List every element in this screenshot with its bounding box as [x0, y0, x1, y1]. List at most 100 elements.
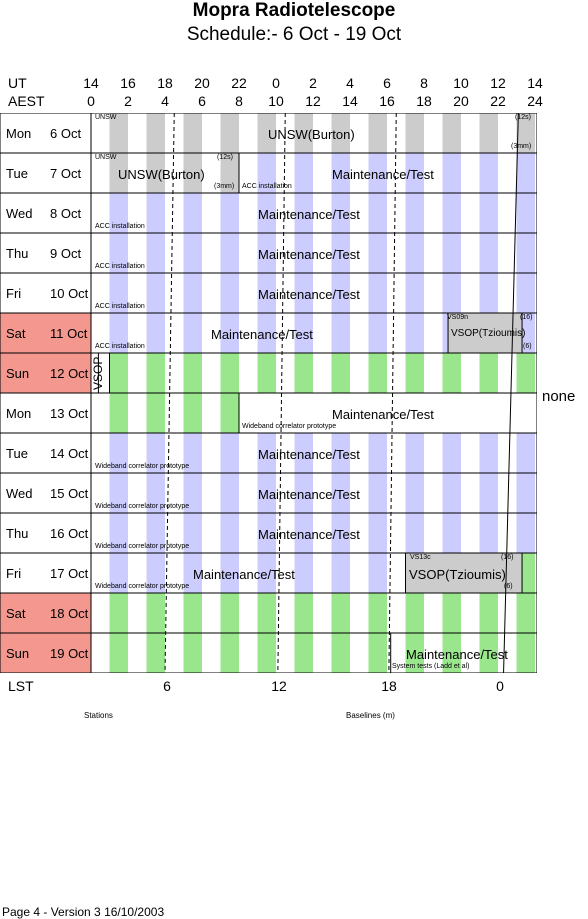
day-label: Wed 8 Oct — [0, 193, 91, 233]
block-note: Wideband correlator prototype — [95, 503, 190, 510]
time-stripe — [294, 553, 313, 593]
time-stripe — [479, 433, 498, 473]
time-stripe — [220, 193, 239, 233]
day-label: Tue 7 Oct — [0, 153, 91, 193]
day-label: Tue 14 Oct — [0, 433, 91, 473]
time-stripe — [220, 273, 239, 313]
ut-tick: 2 — [309, 75, 317, 91]
time-stripe — [442, 513, 461, 553]
block-note: ACC installation — [95, 263, 145, 270]
weekend-cell — [0, 593, 91, 633]
time-stripe — [331, 193, 350, 233]
ut-tick: 20 — [194, 75, 210, 91]
time-stripe — [109, 433, 128, 473]
day-name: Sat — [6, 325, 26, 341]
time-stripe — [220, 233, 239, 273]
time-stripe — [183, 633, 202, 673]
day-label: Thu 16 Oct — [0, 513, 91, 553]
time-stripe — [516, 153, 535, 193]
side-note: none — [542, 388, 576, 405]
time-stripe — [109, 153, 128, 193]
time-stripe — [516, 513, 535, 553]
block-note: (3mm) — [511, 143, 532, 150]
lst-tick: 0 — [496, 678, 504, 694]
block-tag: (16) — [501, 554, 514, 561]
time-stripe — [183, 393, 202, 433]
aest-tick: 12 — [305, 93, 321, 109]
aest-tick: 22 — [490, 93, 506, 109]
aest-tick: 4 — [161, 93, 169, 109]
aest-tick: 20 — [453, 93, 469, 109]
time-stripe — [257, 633, 276, 673]
time-stripe — [516, 473, 535, 513]
day-name: Sun — [6, 645, 30, 661]
time-stripe — [442, 153, 461, 193]
time-stripe — [220, 353, 239, 393]
time-stripe — [257, 593, 276, 633]
time-stripe — [220, 153, 239, 193]
ut-tick: 14 — [527, 75, 543, 91]
time-stripe — [516, 353, 535, 393]
time-stripe — [516, 633, 535, 673]
time-stripe — [294, 593, 313, 633]
block-label: Maintenance/Test — [258, 447, 360, 462]
page-subtitle: Schedule:- 6 Oct - 19 Oct — [186, 24, 402, 45]
time-stripe — [146, 513, 165, 553]
block-tag: (12s) — [217, 154, 233, 161]
day-date: 19 Oct — [50, 645, 89, 661]
day-date: 13 Oct — [50, 405, 89, 421]
lst-dashed-line — [164, 113, 175, 673]
day-date: 12 Oct — [50, 365, 89, 381]
time-stripe — [368, 633, 387, 673]
aest-tick: 18 — [416, 93, 432, 109]
time-stripe — [331, 113, 350, 153]
day-name: Sun — [6, 365, 30, 381]
time-stripe — [442, 113, 461, 153]
schedule-block — [448, 313, 523, 353]
time-stripe — [146, 233, 165, 273]
time-stripe — [183, 353, 202, 393]
block-note: Wideband correlator prototype — [95, 583, 190, 590]
time-stripe — [183, 153, 202, 193]
time-stripe — [368, 113, 387, 153]
lst-label: LST — [8, 678, 34, 694]
block-label: UNSW(Burton) — [118, 167, 205, 182]
time-stripe — [183, 193, 202, 233]
time-stripe — [220, 113, 239, 153]
time-stripe — [146, 393, 165, 433]
block-note: System tests (Ladd et al) — [392, 663, 470, 670]
time-stripe — [368, 153, 387, 193]
aest-tick: 8 — [235, 93, 243, 109]
day-date: 7 Oct — [50, 165, 82, 181]
baselines-label: Baselines (m) — [346, 711, 395, 720]
page-title: Mopra Radiotelescope — [192, 0, 396, 21]
time-stripe — [405, 273, 424, 313]
day-date: 15 Oct — [50, 485, 89, 501]
time-stripe — [331, 473, 350, 513]
time-stripe — [183, 513, 202, 553]
time-stripe — [146, 273, 165, 313]
ut-tick: 10 — [453, 75, 469, 91]
time-stripe — [257, 353, 276, 393]
day-label: Mon 6 Oct — [0, 113, 91, 153]
day-name: Fri — [6, 285, 22, 301]
time-stripe — [183, 313, 202, 353]
time-stripe — [294, 273, 313, 313]
time-stripe — [294, 433, 313, 473]
time-stripe — [146, 153, 165, 193]
time-stripe — [109, 113, 128, 153]
block-label: Maintenance/Test — [193, 567, 295, 582]
time-stripe — [257, 113, 276, 153]
block-note: ACC installation — [242, 183, 292, 190]
time-stripe — [516, 273, 535, 313]
time-stripe — [405, 433, 424, 473]
time-stripe — [516, 593, 535, 633]
time-stripe — [294, 233, 313, 273]
time-stripe — [183, 433, 202, 473]
day-name: Tue — [6, 445, 28, 461]
ut-tick: 12 — [490, 75, 506, 91]
schedule-blocks — [98, 313, 535, 593]
time-stripe — [146, 353, 165, 393]
time-stripe — [442, 633, 461, 673]
lst-tick: 18 — [381, 678, 397, 694]
